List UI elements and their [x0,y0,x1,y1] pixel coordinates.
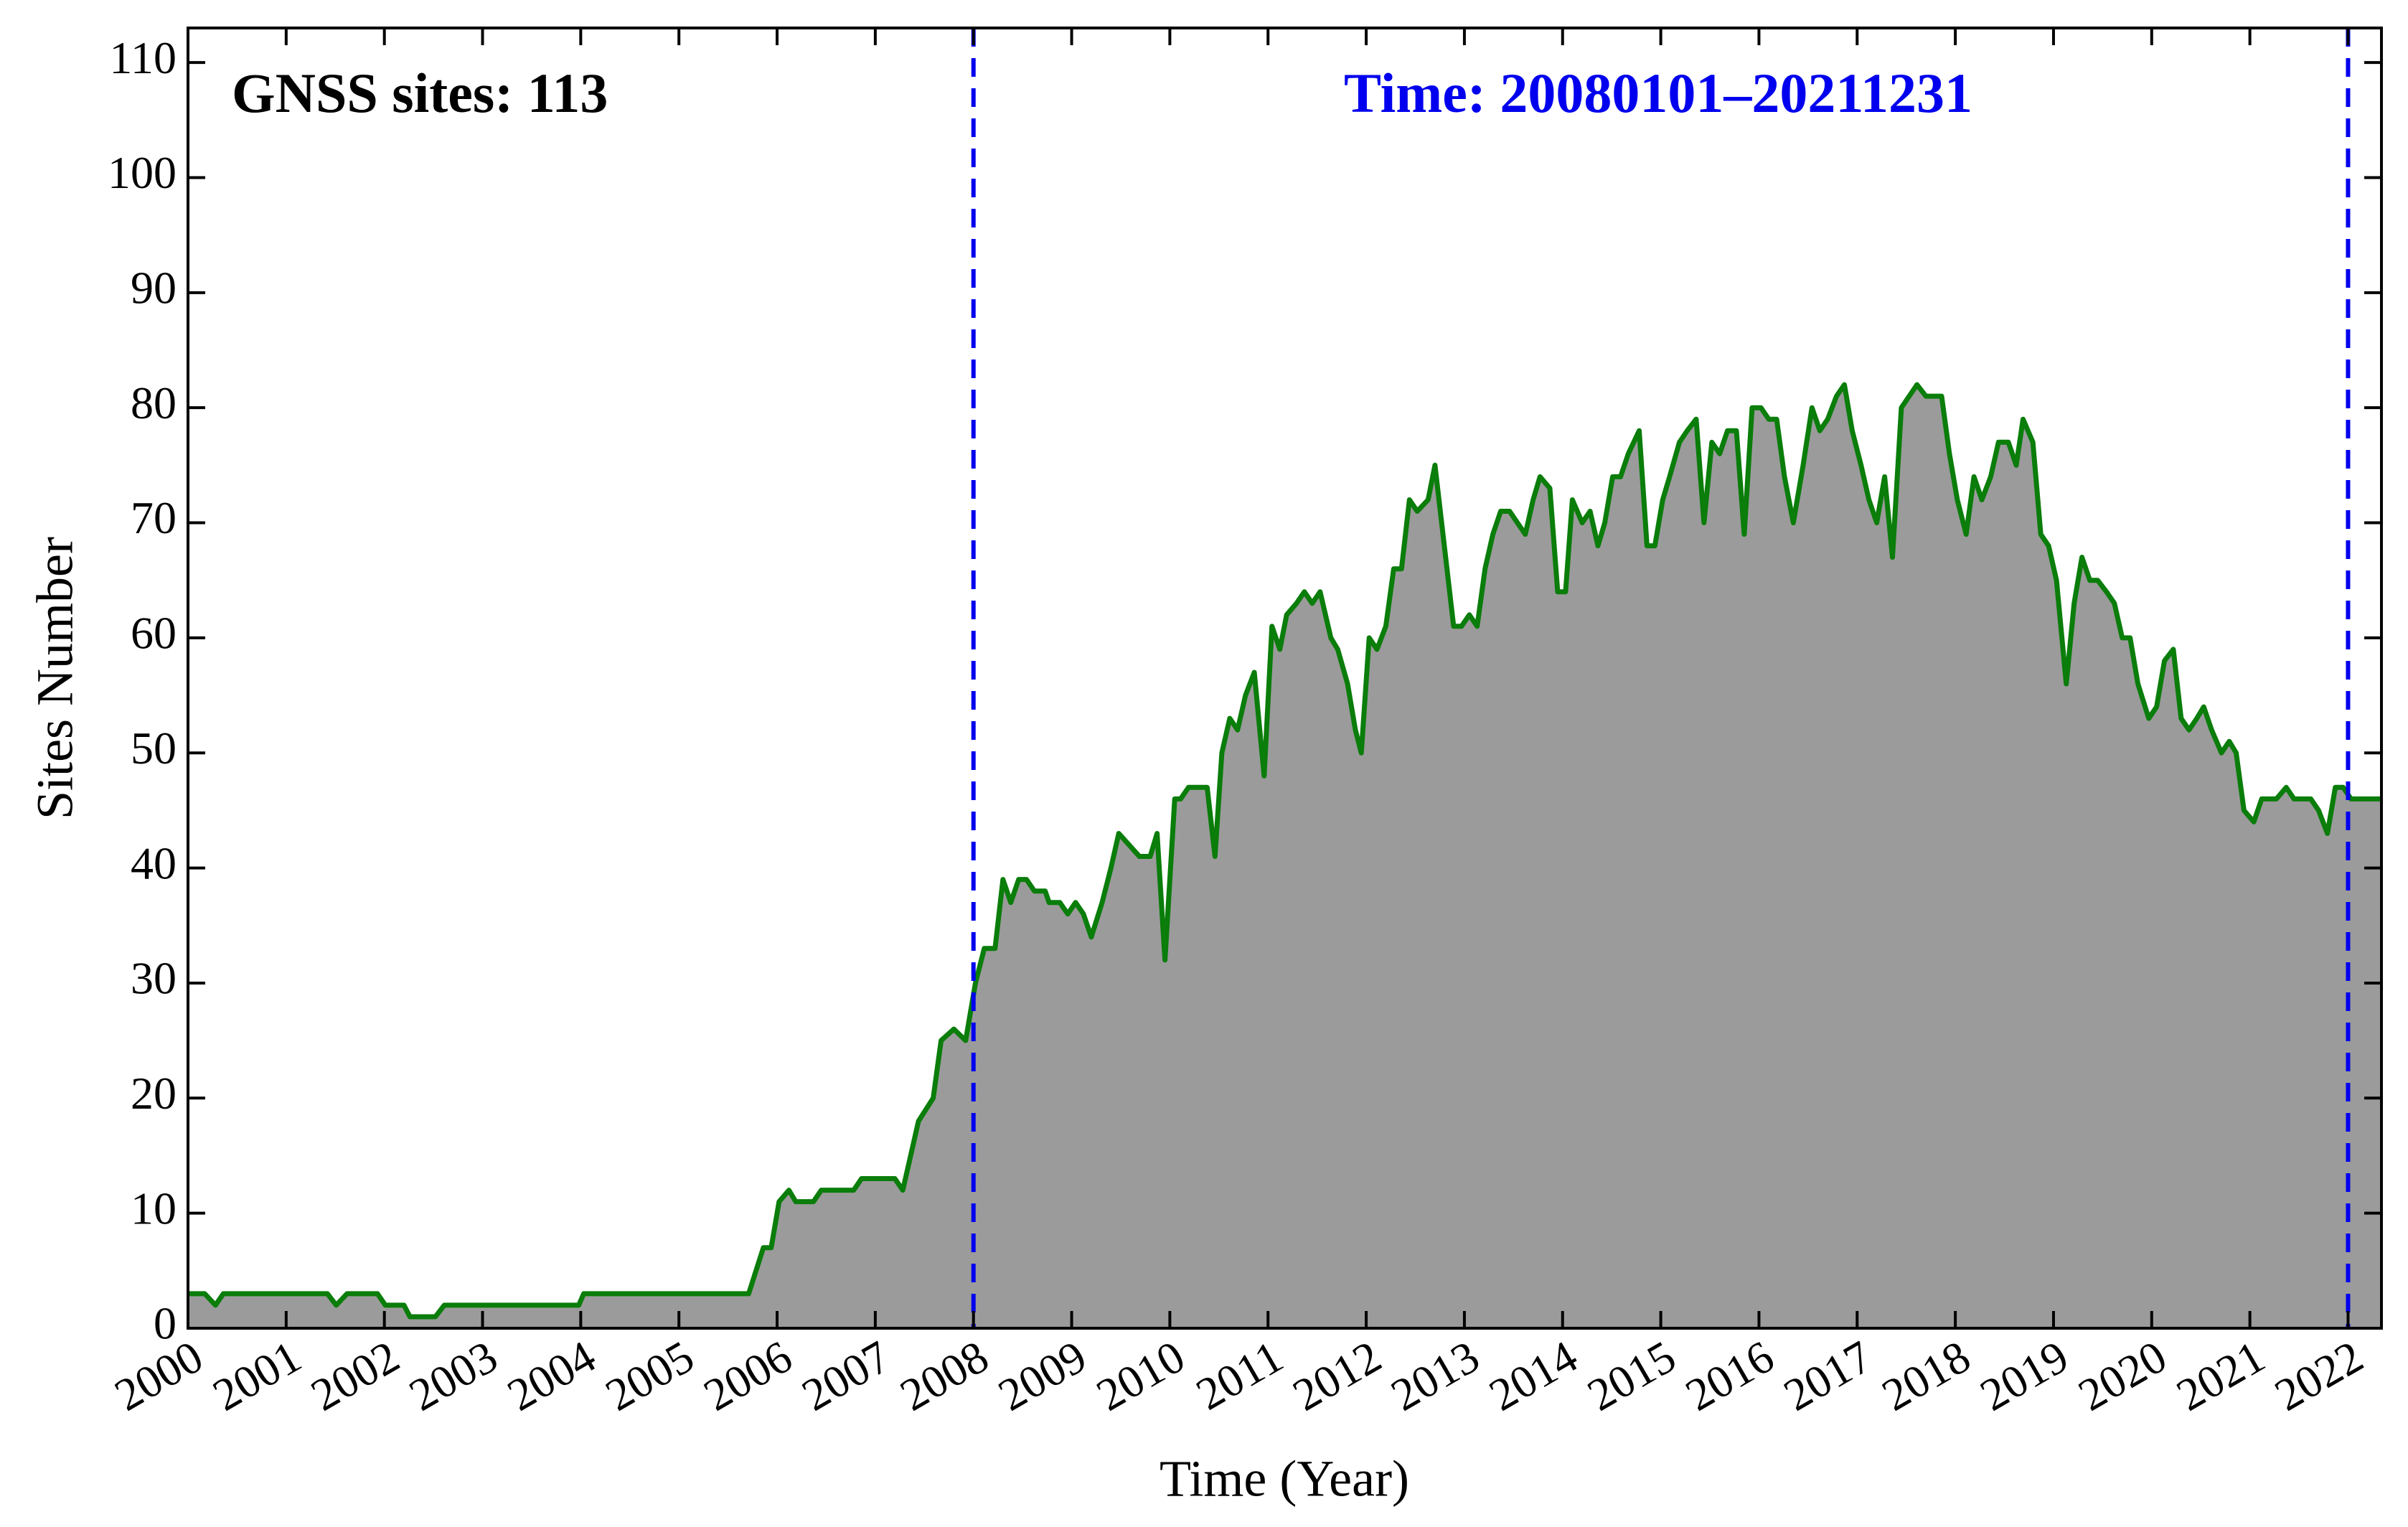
y-tick-label: 20 [131,1068,177,1119]
x-tick-label: 2002 [303,1330,408,1420]
area-fill [188,385,2381,1328]
y-tick-label: 90 [131,263,177,314]
y-tick-label: 30 [131,953,177,1004]
x-tick-label: 2020 [2070,1330,2175,1420]
annotation: GNSS sites: 113 [232,62,608,124]
x-tick-label: 2005 [597,1330,702,1420]
x-tick-label: 2019 [1972,1330,2077,1420]
x-tick-label: 2004 [499,1330,603,1420]
x-tick-label: 2017 [1775,1330,1880,1420]
y-tick-label: 50 [131,723,177,774]
x-tick-label: 2010 [1088,1330,1193,1420]
y-axis-label: Sites Number [27,537,84,819]
x-tick-label: 2006 [695,1330,800,1420]
x-tick-label: 2012 [1284,1330,1389,1420]
x-tick-label: 2009 [990,1330,1095,1420]
x-tick-label: 2014 [1481,1330,1586,1420]
annotation: Time: 20080101–20211231 [1344,62,1972,124]
y-tick-label: 110 [109,32,177,83]
x-tick-label: 2018 [1873,1330,1978,1420]
y-tick-label: 80 [131,377,177,428]
y-tick-label: 100 [108,147,177,198]
x-tick-label: 2011 [1187,1330,1291,1419]
x-tick-label: 2016 [1677,1330,1782,1420]
y-tick-label: 60 [131,608,177,659]
x-tick-label: 2022 [2266,1330,2371,1420]
y-tick-label: 70 [131,492,177,543]
y-tick-label: 10 [131,1183,177,1234]
x-tick-label: 2021 [2168,1330,2273,1420]
x-tick-label: 2003 [401,1330,506,1420]
x-tick-label: 2013 [1383,1330,1487,1420]
x-tick-label: 2007 [794,1330,898,1420]
plot-frame [187,27,2383,1330]
x-tick-label: 2015 [1579,1330,1684,1420]
x-tick-label: 2001 [204,1330,309,1420]
y-tick-label: 0 [154,1298,177,1349]
area-line [188,382,2381,1320]
y-tick-label: 40 [131,837,177,888]
x-axis-label: Time (Year) [1160,1450,1409,1508]
x-tick-label: 2008 [892,1330,997,1420]
